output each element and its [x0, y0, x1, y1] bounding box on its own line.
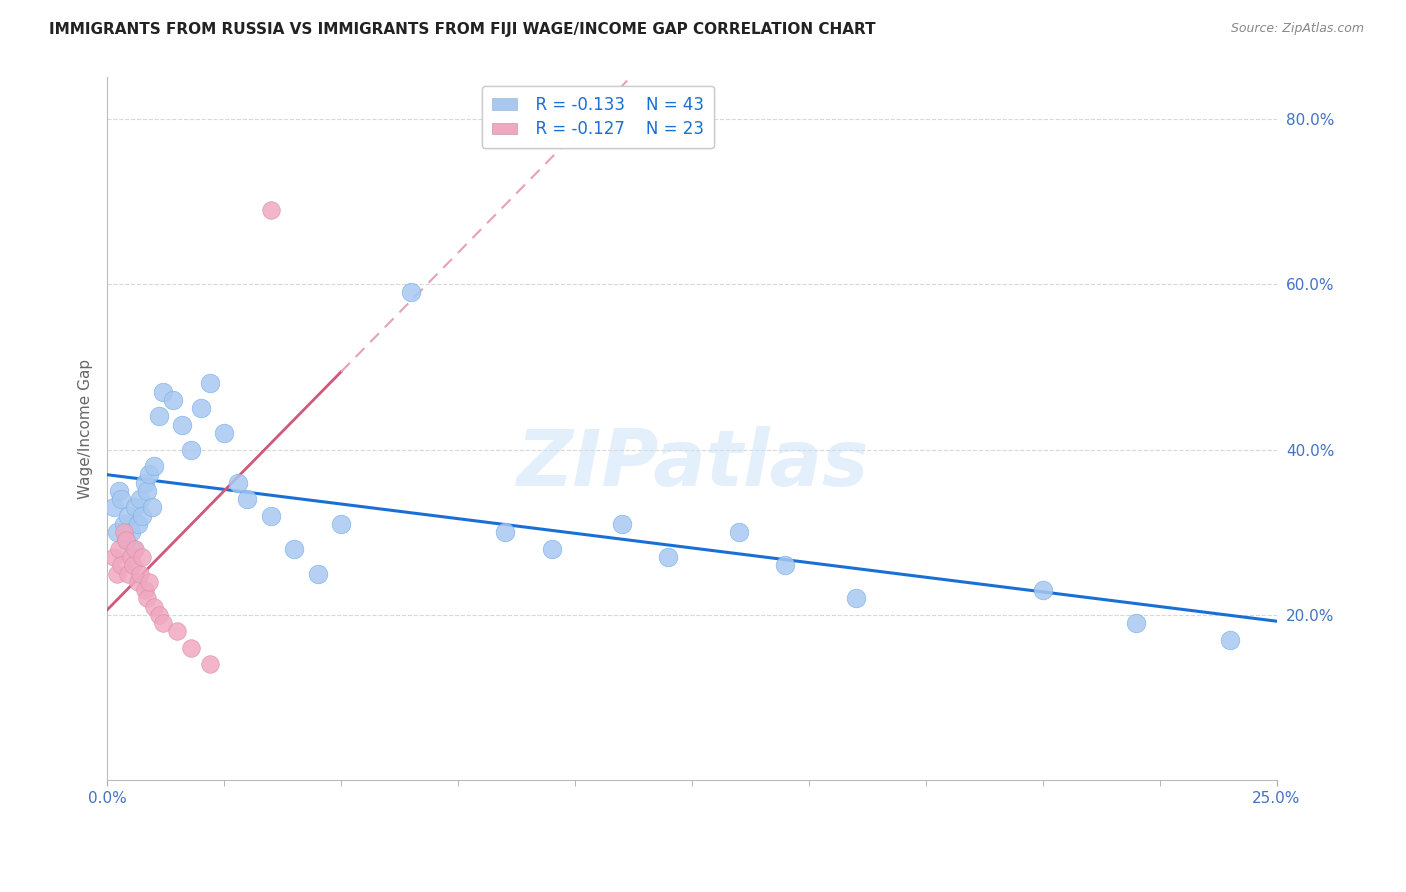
- Point: [162, 392, 184, 407]
- Point: [198, 376, 221, 391]
- Point: [134, 583, 156, 598]
- Point: [135, 591, 157, 606]
- Text: IMMIGRANTS FROM RUSSIA VS IMMIGRANTS FROM FIJI WAGE/INCOME GAP CORRELATION CHART: IMMIGRANTS FROM RUSSIA VS IMMIGRANTS FRO…: [49, 22, 876, 37]
- Y-axis label: Wage/Income Gap: Wage/Income Gap: [79, 359, 93, 499]
- Point: [399, 285, 422, 300]
- Point: [131, 508, 153, 523]
- Point: [112, 516, 135, 531]
- Point: [845, 591, 868, 606]
- Point: [775, 558, 797, 573]
- Point: [330, 516, 353, 531]
- Point: [540, 541, 562, 556]
- Point: [236, 492, 259, 507]
- Point: [115, 533, 138, 548]
- Point: [127, 516, 149, 531]
- Point: [120, 525, 142, 540]
- Point: [105, 525, 128, 540]
- Point: [152, 384, 174, 399]
- Point: [1032, 583, 1054, 598]
- Point: [138, 467, 160, 482]
- Point: [134, 475, 156, 490]
- Point: [170, 417, 193, 432]
- Point: [138, 574, 160, 589]
- Point: [212, 425, 235, 440]
- Point: [127, 574, 149, 589]
- Point: [142, 458, 165, 473]
- Point: [115, 533, 138, 548]
- Point: [129, 492, 152, 507]
- Point: [122, 541, 145, 556]
- Point: [124, 500, 146, 515]
- Point: [135, 483, 157, 498]
- Point: [148, 409, 170, 424]
- Point: [117, 566, 139, 581]
- Point: [166, 624, 188, 639]
- Point: [727, 525, 749, 540]
- Point: [141, 500, 163, 515]
- Text: Source: ZipAtlas.com: Source: ZipAtlas.com: [1230, 22, 1364, 36]
- Point: [112, 525, 135, 540]
- Point: [110, 492, 132, 507]
- Point: [226, 475, 249, 490]
- Point: [110, 558, 132, 573]
- Point: [180, 442, 202, 457]
- Text: ZIPatlas: ZIPatlas: [516, 426, 868, 502]
- Point: [610, 516, 633, 531]
- Point: [124, 541, 146, 556]
- Point: [1125, 616, 1147, 631]
- Point: [120, 549, 142, 564]
- Point: [307, 566, 329, 581]
- Point: [142, 599, 165, 614]
- Point: [105, 566, 128, 581]
- Point: [148, 607, 170, 622]
- Point: [657, 549, 679, 564]
- Point: [180, 640, 202, 655]
- Point: [260, 508, 283, 523]
- Point: [131, 549, 153, 564]
- Point: [152, 616, 174, 631]
- Point: [1219, 632, 1241, 647]
- Point: [190, 401, 212, 416]
- Point: [129, 566, 152, 581]
- Legend:   R = -0.133    N = 43,   R = -0.127    N = 23: R = -0.133 N = 43, R = -0.127 N = 23: [482, 86, 714, 148]
- Point: [103, 500, 125, 515]
- Point: [283, 541, 305, 556]
- Point: [198, 657, 221, 672]
- Point: [103, 549, 125, 564]
- Point: [494, 525, 516, 540]
- Point: [108, 483, 131, 498]
- Point: [122, 558, 145, 573]
- Point: [117, 508, 139, 523]
- Point: [108, 541, 131, 556]
- Point: [260, 202, 283, 217]
